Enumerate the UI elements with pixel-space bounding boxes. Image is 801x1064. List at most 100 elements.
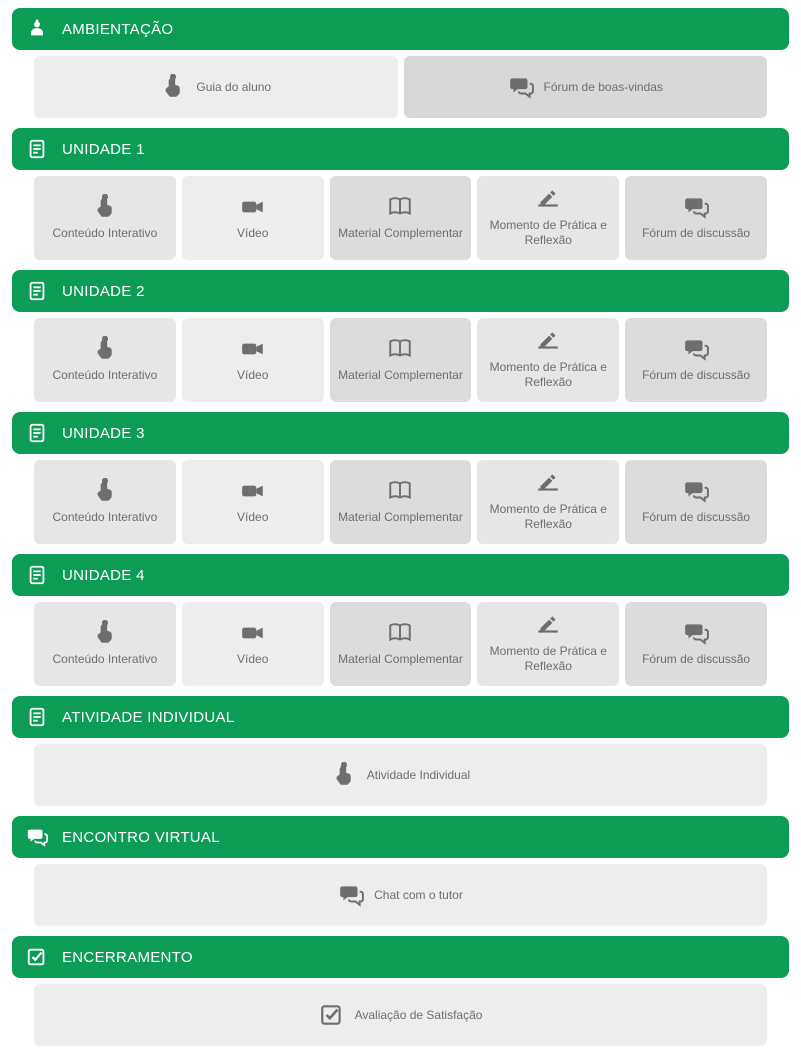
tile-unidade4-0[interactable]: Conteúdo Interativo [34, 602, 176, 686]
tile-row: Chat com o tutor [12, 864, 789, 926]
touch-icon [92, 478, 118, 504]
tile-row: Guia do aluno Fórum de boas-vindas [12, 56, 789, 118]
section-title: UNIDADE 1 [62, 141, 145, 158]
tile-label: Fórum de discussão [642, 510, 750, 525]
tile-label: Vídeo [237, 510, 268, 525]
section-title: UNIDADE 4 [62, 567, 145, 584]
tile-label: Momento de Prática e Reflexão [483, 502, 613, 532]
tile-row: Conteúdo Interativo Vídeo Material Complem… [12, 176, 789, 260]
section-header-atividade-individual[interactable]: ATIVIDADE INDIVIDUAL [12, 696, 789, 738]
tile-unidade2-0[interactable]: Conteúdo Interativo [34, 318, 176, 402]
book-icon [387, 478, 413, 504]
section-title: UNIDADE 2 [62, 283, 145, 300]
checkbox-icon [319, 1002, 345, 1028]
section-header-unidade2[interactable]: UNIDADE 2 [12, 270, 789, 312]
tile-unidade3-3[interactable]: Momento de Prática e Reflexão [477, 460, 619, 544]
tile-unidade3-2[interactable]: Material Complementar [330, 460, 472, 544]
tile-label: Guia do aluno [196, 80, 271, 95]
tile-unidade1-3[interactable]: Momento de Prática e Reflexão [477, 176, 619, 260]
tile-unidade4-4[interactable]: Fórum de discussão [625, 602, 767, 686]
checkbox-icon [26, 946, 48, 968]
tile-label: Fórum de discussão [642, 226, 750, 241]
tile-label: Vídeo [237, 226, 268, 241]
touch-icon [160, 74, 186, 100]
write-icon [535, 470, 561, 496]
tile-row: Atividade Individual [12, 744, 789, 806]
touch-icon [92, 194, 118, 220]
tile-encontro-virtual-0[interactable]: Chat com o tutor [34, 864, 767, 926]
section-header-encerramento[interactable]: ENCERRAMENTO [12, 936, 789, 978]
book-icon [387, 620, 413, 646]
tile-encerramento-0[interactable]: Avaliação de Satisfação [34, 984, 767, 1046]
write-icon [535, 612, 561, 638]
touch-icon [92, 336, 118, 362]
tile-label: Momento de Prática e Reflexão [483, 360, 613, 390]
comments-icon [338, 882, 364, 908]
section-title: AMBIENTAÇÃO [62, 21, 173, 38]
section-unidade4: UNIDADE 4 Conteúdo Interativo Vídeo Materia… [12, 554, 789, 686]
tile-row: Conteúdo Interativo Vídeo Material Complem… [12, 602, 789, 686]
document-icon [26, 422, 48, 444]
section-encerramento: ENCERRAMENTO Avaliação de Satisfação [12, 936, 789, 1046]
tile-label: Fórum de discussão [642, 368, 750, 383]
tile-unidade2-3[interactable]: Momento de Prática e Reflexão [477, 318, 619, 402]
section-header-unidade4[interactable]: UNIDADE 4 [12, 554, 789, 596]
tile-label: Material Complementar [338, 652, 463, 667]
comments-icon [683, 194, 709, 220]
tile-label: Material Complementar [338, 226, 463, 241]
video-icon [240, 336, 266, 362]
video-icon [240, 478, 266, 504]
tile-unidade3-1[interactable]: Vídeo [182, 460, 324, 544]
video-icon [240, 194, 266, 220]
tile-label: Conteúdo Interativo [53, 368, 158, 383]
tile-label: Vídeo [237, 368, 268, 383]
tile-label: Momento de Prática e Reflexão [483, 644, 613, 674]
tile-unidade1-4[interactable]: Fórum de discussão [625, 176, 767, 260]
comments-icon [26, 826, 48, 848]
tile-unidade1-2[interactable]: Material Complementar [330, 176, 472, 260]
section-header-unidade3[interactable]: UNIDADE 3 [12, 412, 789, 454]
tile-unidade4-1[interactable]: Vídeo [182, 602, 324, 686]
section-encontro-virtual: ENCONTRO VIRTUAL Chat com o tutor [12, 816, 789, 926]
tile-label: Conteúdo Interativo [53, 226, 158, 241]
tile-label: Chat com o tutor [374, 888, 463, 903]
document-icon [26, 564, 48, 586]
tile-unidade3-0[interactable]: Conteúdo Interativo [34, 460, 176, 544]
tile-row: Avaliação de Satisfação [12, 984, 789, 1046]
tile-unidade1-1[interactable]: Vídeo [182, 176, 324, 260]
section-atividade-individual: ATIVIDADE INDIVIDUAL Atividade Individual [12, 696, 789, 806]
comments-icon [683, 620, 709, 646]
tile-unidade3-4[interactable]: Fórum de discussão [625, 460, 767, 544]
tile-row: Conteúdo Interativo Vídeo Material Complem… [12, 460, 789, 544]
tile-label: Conteúdo Interativo [53, 652, 158, 667]
comments-icon [683, 478, 709, 504]
comments-icon [508, 74, 534, 100]
section-title: ENCERRAMENTO [62, 949, 193, 966]
section-title: UNIDADE 3 [62, 425, 145, 442]
section-title: ENCONTRO VIRTUAL [62, 829, 220, 846]
tile-unidade2-1[interactable]: Vídeo [182, 318, 324, 402]
document-icon [26, 706, 48, 728]
tile-label: Fórum de discussão [642, 652, 750, 667]
tile-unidade4-3[interactable]: Momento de Prática e Reflexão [477, 602, 619, 686]
tile-ambientacao-1[interactable]: Fórum de boas-vindas [404, 56, 768, 118]
video-icon [240, 620, 266, 646]
tile-label: Vídeo [237, 652, 268, 667]
tile-label: Atividade Individual [367, 768, 470, 783]
tile-unidade2-4[interactable]: Fórum de discussão [625, 318, 767, 402]
section-header-unidade1[interactable]: UNIDADE 1 [12, 128, 789, 170]
write-icon [535, 328, 561, 354]
section-header-encontro-virtual[interactable]: ENCONTRO VIRTUAL [12, 816, 789, 858]
tile-row: Conteúdo Interativo Vídeo Material Complem… [12, 318, 789, 402]
section-header-ambientacao[interactable]: AMBIENTAÇÃO [12, 8, 789, 50]
user-icon [26, 18, 48, 40]
write-icon [535, 186, 561, 212]
tile-unidade4-2[interactable]: Material Complementar [330, 602, 472, 686]
tile-atividade-individual-0[interactable]: Atividade Individual [34, 744, 767, 806]
book-icon [387, 336, 413, 362]
comments-icon [683, 336, 709, 362]
tile-unidade1-0[interactable]: Conteúdo Interativo [34, 176, 176, 260]
document-icon [26, 280, 48, 302]
tile-unidade2-2[interactable]: Material Complementar [330, 318, 472, 402]
tile-ambientacao-0[interactable]: Guia do aluno [34, 56, 398, 118]
